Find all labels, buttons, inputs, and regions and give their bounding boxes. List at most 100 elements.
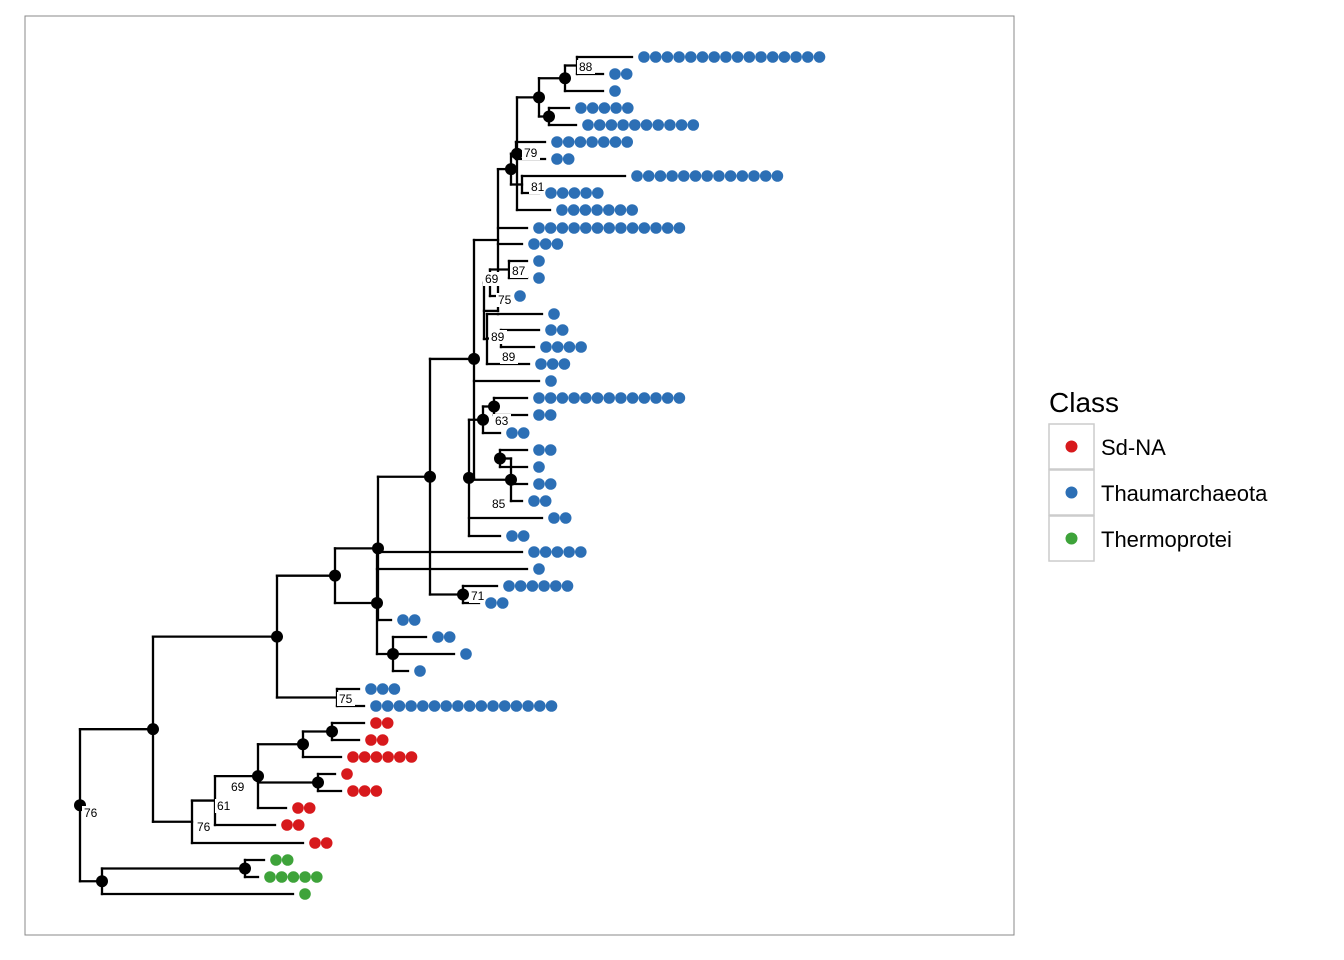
tip-dot [720,51,732,63]
tip-dot [405,751,418,763]
node-dot [488,400,500,413]
tip-dot [517,530,530,542]
tip-dot [394,751,406,763]
tip-dot [522,700,534,712]
tip-dot [281,819,293,831]
tip-dot [487,700,499,712]
tip-dot [376,734,389,746]
tip-dot [559,512,572,524]
tip-dot [562,136,575,148]
tip-dot [622,102,634,114]
bootstrap-label: 63 [495,414,509,428]
tip-dot [370,700,382,712]
tip-dot [388,683,401,695]
tip-dot [736,170,749,182]
tip-dot [771,170,784,182]
node-dot [543,110,555,123]
tip-dot [582,119,594,131]
tip-dot [539,238,552,250]
tip-dot [535,358,547,370]
plot-panel-border [24,15,1015,936]
tip-dot [533,461,545,473]
tip-dot [640,119,653,131]
tip-dot [299,888,311,900]
tip-dot [731,51,744,63]
tip-dot [526,580,539,592]
tip-dot [629,119,641,131]
tip-dot [303,802,316,814]
bootstrap-label-bg [493,414,511,428]
tip-dot [551,238,564,250]
node-dot [271,630,283,643]
tip-dot [498,700,511,712]
tip-dot [556,187,569,199]
tip-dot [666,170,678,182]
tip-dot [539,546,552,558]
tip-dot [545,375,557,387]
tip-dot [591,392,604,404]
tip-dot [414,665,426,677]
tip-dot [638,51,650,63]
node-dot [424,470,436,483]
tip-dot [539,495,552,507]
tip-dot [748,170,760,182]
tip-dot [790,51,802,63]
tip-dot [609,136,622,148]
bootstrap-label-bg [500,350,518,364]
tip-dot [575,341,587,353]
node-dot [372,542,384,555]
node-dot [463,471,475,484]
tip-dot [365,734,377,746]
bootstrap-label: 69 [485,272,499,286]
tip-dot [675,119,688,131]
tip-dot [533,478,545,490]
tip-dot [638,222,651,234]
tip-dot [382,751,394,763]
tip-dot [778,51,791,63]
tip-dot [556,392,569,404]
tip-dot [381,700,394,712]
tip-dot [397,614,409,626]
tip-dot [701,170,713,182]
tip-dot [358,751,371,763]
tip-dot [562,153,575,165]
tip-dot [341,768,353,780]
tip-dot [568,187,581,199]
tip-dot [591,204,603,216]
tip-dot [598,102,611,114]
tip-dot [533,563,545,575]
tip-dot [696,51,709,63]
tip-dot [580,392,592,404]
tip-dot [548,512,560,524]
bootstrap-label-bg [229,780,247,794]
tip-dot [545,324,557,336]
node-dot [468,352,480,365]
tip-dot [593,119,606,131]
tip-dot [510,700,523,712]
tip-dot [650,222,662,234]
tip-dot [642,170,655,182]
tip-dot [514,580,527,592]
tip-dot [370,751,383,763]
legend-label-thaumarchaeota: Thaumarchaeota [1101,481,1268,506]
node-dot [147,723,159,736]
tip-dot [620,68,633,80]
tip-dot [347,751,359,763]
tip-dot [661,392,674,404]
tip-dot [292,819,305,831]
tip-dot [550,580,562,592]
tip-dot [603,222,615,234]
tip-dot [673,392,686,404]
tip-dot [580,187,592,199]
bootstrap-label-bg [496,293,514,307]
tip-dot [724,170,737,182]
tip-dot [533,272,545,284]
tip-dot [708,51,720,63]
tip-dot [475,700,488,712]
tip-dot [591,222,604,234]
tip-dot [556,204,568,216]
tip-dot [358,785,371,797]
tip-dot [610,102,622,114]
